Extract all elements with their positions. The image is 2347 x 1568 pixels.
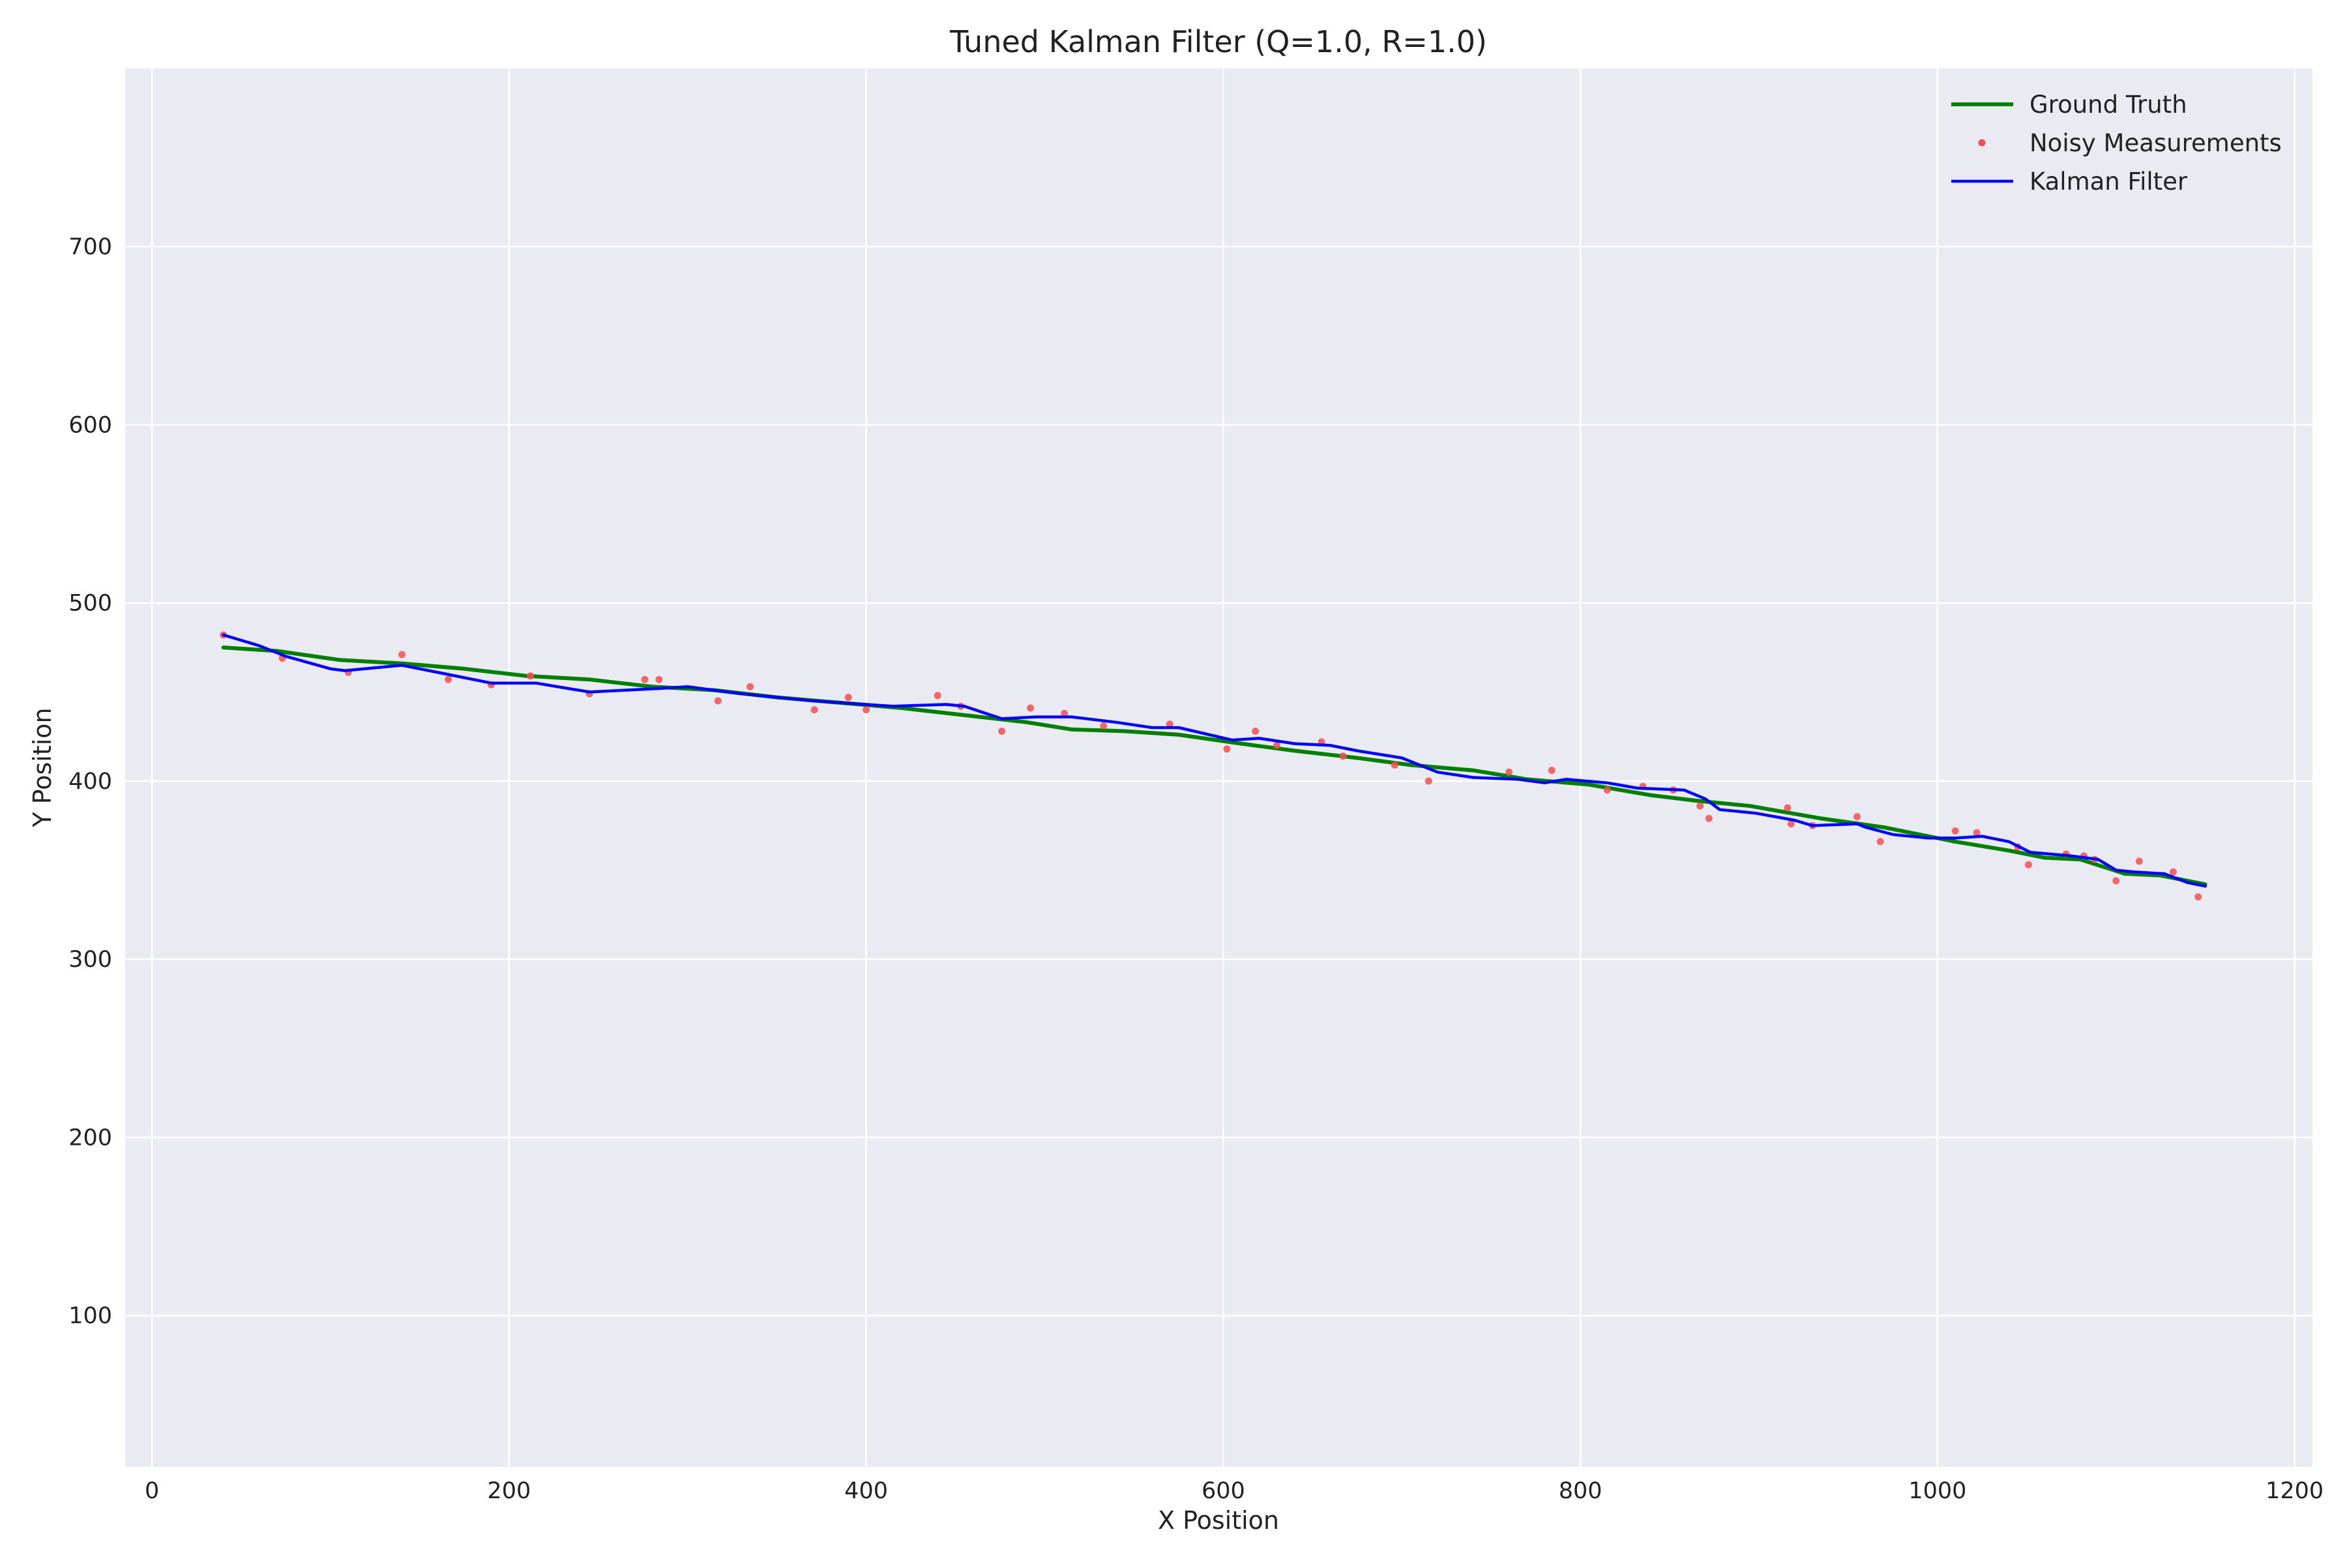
legend-item-ground-truth: Ground Truth [1951,91,2187,119]
noisy-measurements-point [655,675,663,683]
noisy-measurements-point [1273,741,1280,749]
noisy-measurements-point [934,692,941,700]
noisy-measurements-point [863,706,870,714]
noisy-measurements-point [1853,813,1861,821]
legend: Ground Truth Noisy Measurements Kalman Fil… [1951,91,2282,196]
noisy-measurements-point [810,706,818,714]
y-tick-label: 300 [68,947,112,973]
noisy-measurements-point [1876,838,1884,846]
x-axis-label: X Position [1158,1506,1279,1535]
noisy-measurements-point [1951,827,1959,835]
noisy-measurements-point [2112,877,2120,885]
noisy-measurements-point [714,697,722,705]
x-tick-label: 1000 [1908,1478,1966,1504]
noisy-measurements-point [1391,761,1398,769]
noisy-measurements-point [445,675,452,683]
noisy-measurements-point [1027,704,1035,712]
noisy-measurements-point [1784,804,1792,812]
noisy-measurements-points [220,631,2202,901]
noisy-measurements-point [527,672,535,680]
noisy-measurements-point [1252,728,1260,735]
noisy-measurements-point [1603,786,1611,794]
grid-lines [125,68,2312,1467]
noisy-measurements-point [1505,768,1513,776]
noisy-measurements-point [398,651,406,658]
noisy-measurements-point [844,694,852,702]
x-tick-label: 200 [487,1478,531,1504]
noisy-measurements-point [1424,777,1432,785]
x-tick-label: 400 [844,1478,888,1504]
noisy-measurements-point [1100,722,1108,730]
y-tick-label: 200 [68,1125,112,1151]
noisy-measurements-point [746,683,754,690]
noisy-measurements-point [1061,709,1069,717]
plot-background [125,68,2312,1467]
x-tick-label: 0 [145,1478,159,1504]
legend-label-kalman-filter: Kalman Filter [2030,168,2188,196]
legend-item-noisy-measurements: Noisy Measurements [1978,129,2282,157]
y-tick-label: 400 [68,769,112,795]
noisy-measurements-point [998,728,1006,735]
ground-truth-line [221,645,2207,887]
y-tick-label: 500 [68,591,112,617]
noisy-measurements-point [2025,861,2032,868]
noisy-measurements-point [641,675,649,683]
legend-item-kalman-filter: Kalman Filter [1951,168,2188,196]
kalman-filter-line [222,633,2207,888]
y-tick-label: 100 [68,1303,112,1329]
legend-label-noisy-measurements: Noisy Measurements [2030,129,2282,157]
chart-title: Tuned Kalman Filter (Q=1.0, R=1.0) [949,24,1487,59]
x-tick-label: 600 [1202,1478,1245,1504]
x-tick-label: 1200 [2266,1478,2324,1504]
legend-label-ground-truth: Ground Truth [2030,91,2187,119]
noisy-measurements-point [1973,829,1981,836]
noisy-measurements-point [1339,752,1347,760]
series-layer [220,631,2207,901]
y-axis-label: Y Position [28,707,57,827]
legend-swatch-noisy-measurements [1978,139,1986,147]
noisy-measurements-point [1223,745,1231,753]
noisy-measurements-point [2169,868,2177,876]
noisy-measurements-point [1705,814,1713,822]
y-tick-label: 700 [68,234,112,260]
noisy-measurements-point [2135,857,2143,865]
noisy-measurements-point [1548,767,1556,775]
x-tick-label: 800 [1559,1478,1602,1504]
y-tick-label: 600 [68,412,112,438]
tick-labels: 0 200 400 600 800 1000 1200 100 200 300 400 500 600 7… [68,234,2324,1504]
noisy-measurements-point [1166,720,1174,728]
noisy-measurements-point [1696,802,1704,810]
noisy-measurements-point [2194,893,2202,901]
noisy-measurements-point [1787,820,1795,828]
